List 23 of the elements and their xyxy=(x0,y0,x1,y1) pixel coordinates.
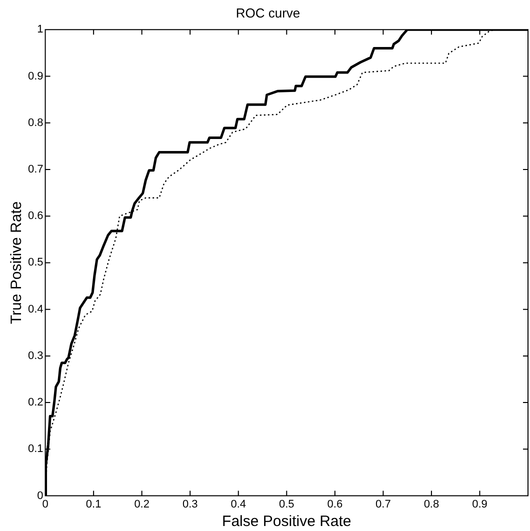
x-tick-label: 0.7 xyxy=(376,498,391,510)
x-tick-label: 0.5 xyxy=(278,498,294,510)
y-tick-label: 1 xyxy=(37,24,44,36)
y-tick-label: 0.5 xyxy=(28,256,44,269)
chart-title: ROC curve xyxy=(236,5,300,20)
y-tick-label: 0.3 xyxy=(28,350,44,362)
y-tick-label: 0.1 xyxy=(28,443,44,456)
y-tick-label: 0 xyxy=(37,490,44,502)
y-tick-label: 0.2 xyxy=(28,396,44,409)
x-tick-label: 0.9 xyxy=(472,498,488,510)
x-axis-title: False Positive Rate xyxy=(222,513,352,530)
y-tick-label: 0.4 xyxy=(28,303,44,316)
x-tick-label: 0.4 xyxy=(230,498,246,510)
x-tick-label: 0.1 xyxy=(86,498,102,510)
x-tick-label: 0.8 xyxy=(424,498,440,510)
y-tick-label: 0.9 xyxy=(28,70,44,82)
y-tick-label: 0.8 xyxy=(28,116,44,129)
y-tick-label: 0.6 xyxy=(28,210,44,222)
x-tick-label: 0.3 xyxy=(182,498,198,510)
y-axis-title: True Positive Rate xyxy=(8,201,26,324)
y-tick-label: 0.7 xyxy=(28,163,44,176)
x-tick-label: 0.6 xyxy=(327,498,343,510)
x-tick-label: 0.2 xyxy=(134,498,150,510)
